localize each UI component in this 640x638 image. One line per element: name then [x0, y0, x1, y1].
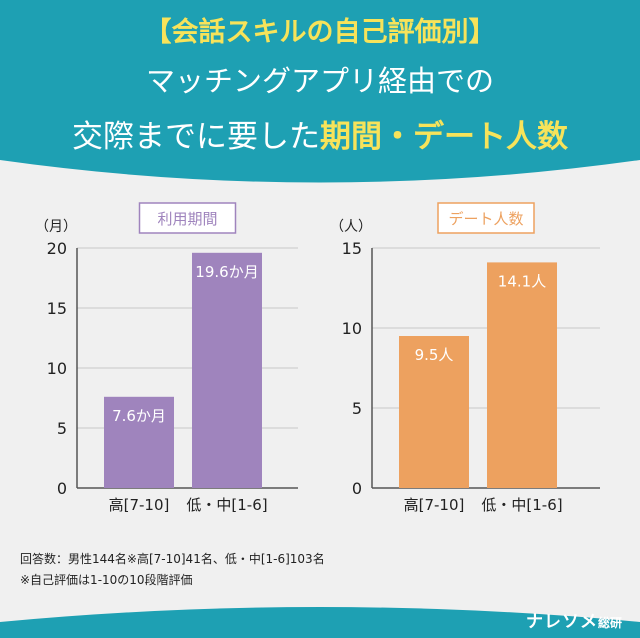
- title-line-3: 交際までに要した期間・デート人数: [0, 111, 640, 156]
- y-tick-period-15: 15: [47, 299, 67, 318]
- bar-dates-1: [487, 262, 557, 488]
- y-tick-dates-0: 0: [352, 479, 362, 498]
- data-label-dates-1: 14.1人: [498, 272, 546, 290]
- y-tick-dates-10: 10: [342, 319, 362, 338]
- brand-name: ナレソメ: [525, 612, 598, 632]
- footer-band: [0, 607, 640, 638]
- title-line-3-prefix: 交際までに要した: [72, 119, 320, 155]
- chart-title-period: 利用期間: [157, 210, 217, 228]
- brand-logo: ナレソメ総研: [526, 607, 622, 632]
- title-line-2: マッチングアプリ経由での: [145, 64, 494, 98]
- data-label-period-0: 7.6か月: [112, 407, 166, 425]
- y-tick-period-10: 10: [47, 359, 67, 378]
- note-scale: ※自己評価は1-10の10段階評価: [20, 573, 193, 587]
- x-tick-period-0: 高[7-10]: [109, 496, 170, 514]
- y-unit-period: （月）: [35, 219, 77, 235]
- y-tick-period-20: 20: [47, 239, 67, 258]
- y-tick-period-0: 0: [57, 479, 67, 498]
- y-tick-dates-5: 5: [352, 399, 362, 418]
- header-banner: [0, 0, 640, 183]
- bar-period-1: [192, 252, 262, 488]
- note-respondents: 回答数：男性144名※高[7-10]41名、低・中[1-6]103名: [20, 552, 325, 566]
- title-line-3-highlight: 期間・デート人数: [320, 119, 568, 155]
- bar-period-0: [104, 396, 174, 488]
- brand-sub: 総研: [597, 616, 622, 630]
- x-tick-dates-1: 低・中[1-6]: [481, 496, 562, 514]
- y-tick-period-5: 5: [57, 419, 67, 438]
- x-tick-dates-0: 高[7-10]: [404, 496, 465, 514]
- x-tick-period-1: 低・中[1-6]: [186, 496, 267, 514]
- bar-dates-0: [399, 336, 469, 488]
- y-unit-dates: （人）: [330, 219, 372, 235]
- y-tick-dates-15: 15: [342, 239, 362, 258]
- data-label-period-1: 19.6か月: [195, 263, 258, 281]
- data-label-dates-0: 9.5人: [415, 346, 454, 364]
- chart-title-box: [138, 202, 237, 234]
- chart-title-box: [437, 202, 535, 234]
- title-line-1: 【会話スキルの自己評価別】: [144, 17, 496, 48]
- chart-title-dates: デート人数: [448, 210, 523, 228]
